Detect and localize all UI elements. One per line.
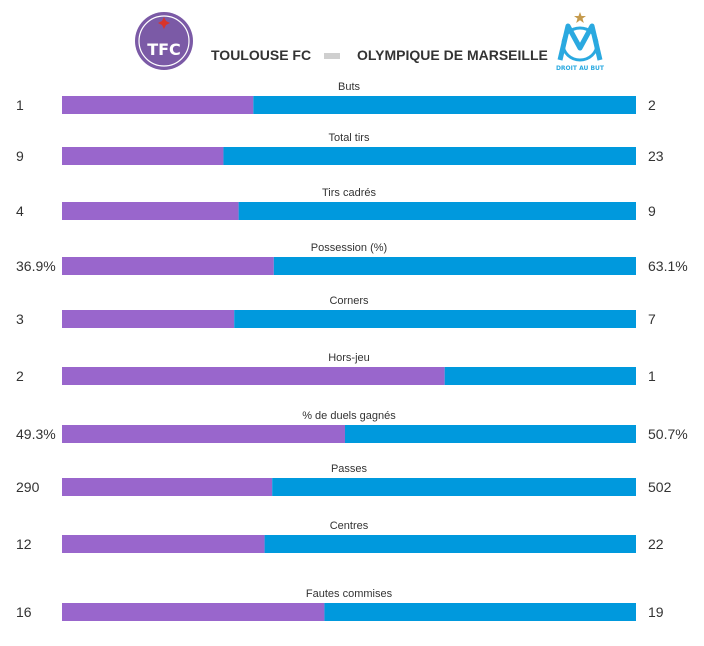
stat-label: Hors-jeu (328, 352, 370, 364)
stat-label: Buts (338, 81, 361, 93)
away-value: 2 (648, 97, 656, 113)
away-value: 23 (648, 148, 664, 164)
stat-label: Fautes commises (306, 588, 393, 600)
away-value: 22 (648, 536, 664, 552)
away-bar (223, 147, 636, 165)
home-value: 49.3% (16, 426, 56, 442)
away-value: 502 (648, 479, 672, 495)
away-bar (264, 535, 636, 553)
home-value: 290 (16, 479, 40, 495)
away-bar (238, 202, 636, 220)
toulouse-logo-text: TFC (147, 40, 181, 59)
home-bar (62, 96, 254, 114)
home-bar (62, 147, 224, 165)
away-bar (253, 96, 636, 114)
stat-label: % de duels gagnés (302, 410, 396, 422)
home-bar (62, 535, 265, 553)
stat-label: Corners (329, 295, 369, 307)
away-bar (273, 257, 636, 275)
marseille-logo-icon: DROIT AU BUT (556, 12, 605, 72)
away-value: 63.1% (648, 258, 688, 274)
away-value: 9 (648, 203, 656, 219)
away-bar (272, 478, 636, 496)
toulouse-logo-icon: TFC (135, 12, 193, 70)
away-bar (324, 603, 636, 621)
home-value: 3 (16, 311, 24, 327)
stat-label: Total tirs (329, 132, 370, 144)
home-value: 9 (16, 148, 24, 164)
home-bar (62, 310, 235, 328)
home-value: 2 (16, 368, 24, 384)
home-bar (62, 202, 239, 220)
versus-separator (324, 53, 340, 59)
stat-label: Tirs cadrés (322, 187, 376, 199)
home-bar (62, 478, 273, 496)
stat-label: Centres (330, 520, 369, 532)
stat-label: Possession (%) (311, 242, 387, 254)
home-value: 1 (16, 97, 24, 113)
home-value: 4 (16, 203, 24, 219)
home-bar (62, 603, 325, 621)
marseille-logo-caption: DROIT AU BUT (556, 65, 605, 72)
away-value: 1 (648, 368, 656, 384)
away-team-name: OLYMPIQUE DE MARSEILLE (357, 47, 548, 63)
home-value: 12 (16, 536, 32, 552)
stat-label: Passes (331, 463, 368, 475)
away-value: 50.7% (648, 426, 688, 442)
match-header: TFC TOULOUSE FC OLYMPIQUE DE MARSEILLE D… (0, 0, 704, 80)
home-team-name: TOULOUSE FC (211, 47, 312, 63)
home-bar (62, 257, 274, 275)
away-bar (234, 310, 636, 328)
home-value: 16 (16, 604, 32, 620)
away-value: 7 (648, 311, 656, 327)
away-bar (444, 367, 636, 385)
home-bar (62, 425, 345, 443)
away-value: 19 (648, 604, 664, 620)
away-bar (344, 425, 636, 443)
home-bar (62, 367, 445, 385)
home-value: 36.9% (16, 258, 56, 274)
